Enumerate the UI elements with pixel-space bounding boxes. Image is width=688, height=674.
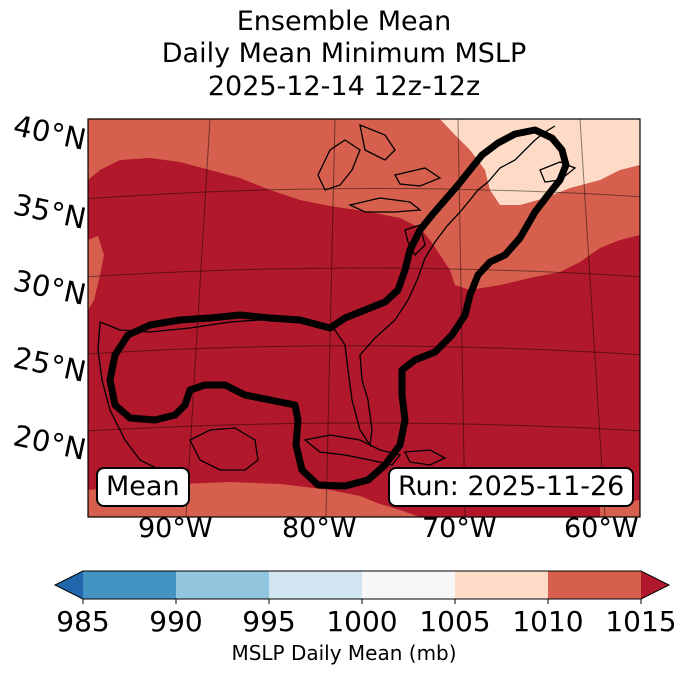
colorbar	[53, 570, 671, 604]
title-line-2: Daily Mean Minimum MSLP	[161, 38, 527, 69]
colorbar-segment-1005	[455, 571, 549, 599]
colorbar-label: MSLP Daily Mean (mb)	[231, 641, 457, 665]
colorbar-tick-990: 990	[149, 605, 203, 638]
field-1005-1010	[440, 119, 640, 205]
colorbar-tick-985: 985	[56, 605, 110, 638]
colorbar-tick-1005: 1005	[419, 605, 491, 638]
field-1010-1015-west	[88, 236, 104, 310]
colorbar-segment-990	[176, 571, 270, 599]
title-line-3: 2025-12-14 12z-12z	[207, 71, 481, 102]
colorbar-segment-1010	[548, 571, 642, 599]
title-line-1: Ensemble Mean	[236, 6, 452, 37]
colorbar-tick-1010: 1010	[512, 605, 584, 638]
map-frame	[87, 118, 641, 518]
lon-label-60: 60°W	[564, 513, 639, 544]
colorbar-tick-1000: 1000	[326, 605, 398, 638]
graticule	[88, 119, 640, 517]
lon-label-80: 80°W	[282, 513, 357, 544]
colorbar-overflow	[641, 571, 669, 599]
colorbar-segment-985	[83, 571, 177, 599]
colorbar-segment-995	[269, 571, 363, 599]
colorbar-segment-1000	[362, 571, 456, 599]
pressure-contour	[106, 126, 570, 490]
lon-label-70: 70°W	[422, 513, 497, 544]
mean-label: Mean	[96, 467, 190, 507]
colorbar-tick-1015: 1015	[605, 605, 677, 638]
run-label: Run: 2025-11-26	[388, 467, 635, 507]
colorbar-tick-995: 995	[242, 605, 296, 638]
colorbar-underflow	[55, 571, 83, 599]
lon-label-90: 90°W	[138, 513, 213, 544]
